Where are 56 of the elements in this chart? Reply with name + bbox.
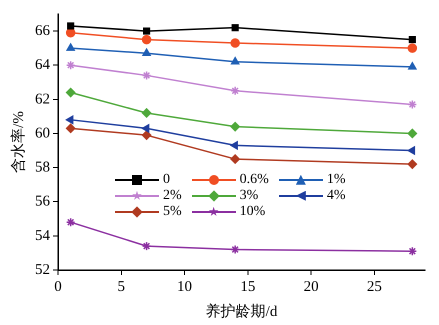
y-tick-label: 58 xyxy=(35,160,50,176)
x-tick-label: 0 xyxy=(54,278,62,295)
point xyxy=(66,116,74,124)
point xyxy=(408,100,418,110)
point xyxy=(230,86,240,96)
point xyxy=(142,108,152,118)
point xyxy=(66,60,76,70)
legend-label: 3% xyxy=(240,188,258,204)
y-tick-label: 64 xyxy=(35,57,50,74)
point xyxy=(232,24,239,32)
x-tick-label: 5 xyxy=(118,278,126,295)
point xyxy=(142,241,152,251)
legend-label: 1% xyxy=(326,172,346,188)
x-tick-label: 15 xyxy=(240,278,256,295)
point xyxy=(408,146,416,155)
point xyxy=(142,34,152,44)
legend-label: 0 xyxy=(162,172,170,188)
legend-label: 0.6% xyxy=(240,172,269,188)
point xyxy=(142,124,150,133)
point xyxy=(230,38,240,48)
legend-label: 2% xyxy=(162,188,182,204)
x-tick-label: 25 xyxy=(366,278,382,295)
point xyxy=(66,217,76,227)
point xyxy=(408,43,418,53)
point xyxy=(66,43,75,51)
point xyxy=(408,246,418,256)
x-tick-label: 20 xyxy=(304,278,319,295)
point xyxy=(142,70,152,80)
y-tick-label: 66 xyxy=(35,23,50,40)
point xyxy=(66,124,76,134)
y-axis-title: 含水率/% xyxy=(10,111,27,173)
point xyxy=(66,28,76,38)
legend-label: 10% xyxy=(240,204,266,220)
y-tick-label: 56 xyxy=(35,194,50,210)
legend-label: 4% xyxy=(326,188,346,204)
x-axis-title: 养护龄期/d xyxy=(206,302,278,320)
point xyxy=(230,154,240,164)
point xyxy=(408,159,418,169)
point xyxy=(230,244,240,254)
point xyxy=(142,130,152,140)
point xyxy=(143,27,150,35)
y-tick-label: 52 xyxy=(35,262,50,278)
x-tick-label: 10 xyxy=(177,278,192,295)
point xyxy=(408,128,418,138)
point xyxy=(230,122,240,132)
point xyxy=(66,88,76,98)
point xyxy=(408,62,417,70)
point xyxy=(67,22,74,30)
y-tick-label: 60 xyxy=(35,125,50,142)
point xyxy=(230,141,238,150)
y-tick-label: 62 xyxy=(35,91,50,108)
y-tick-label: 54 xyxy=(35,228,50,244)
legend-label: 5% xyxy=(162,204,182,220)
point xyxy=(408,36,416,44)
point xyxy=(230,57,240,65)
point xyxy=(142,48,151,56)
